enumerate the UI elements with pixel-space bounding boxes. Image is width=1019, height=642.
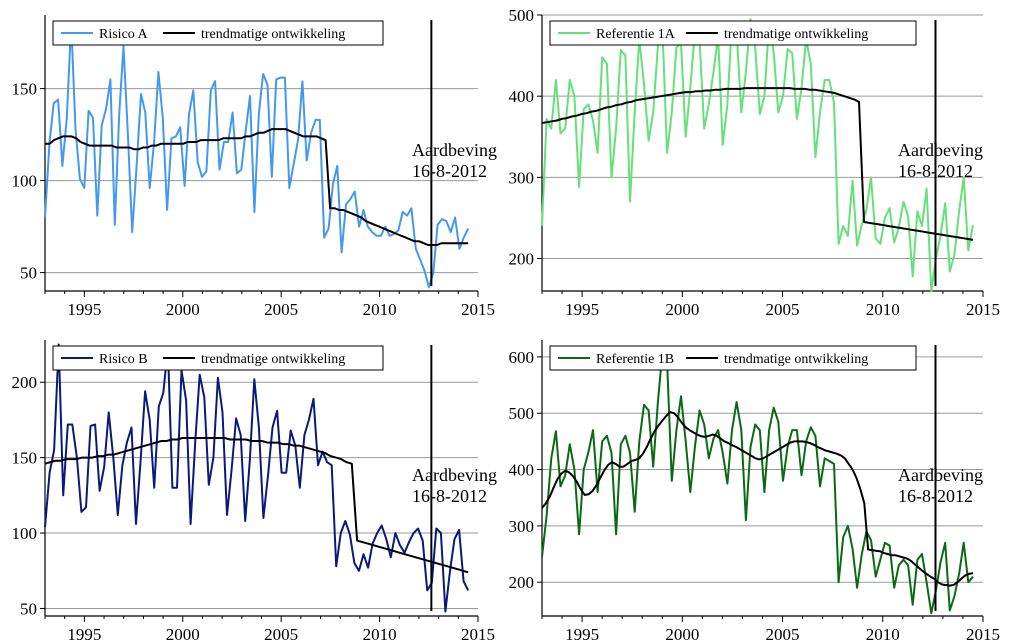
y-tick-label: 300	[509, 168, 535, 187]
x-tick-label: 2000	[665, 300, 699, 319]
x-tick-label: 2000	[166, 300, 200, 319]
legend-box	[549, 20, 917, 46]
legend-label-observed: Risico A	[99, 27, 149, 42]
legend-label-trend: trendmatige ontwikkeling	[724, 27, 868, 42]
legend-box	[549, 345, 917, 371]
y-tick-label: 100	[12, 524, 38, 543]
y-tick-label: 150	[12, 80, 38, 99]
series-line-observed	[44, 21, 470, 289]
x-tick-label: 1995	[565, 625, 599, 642]
legend-label-trend: trendmatige ontwikkeling	[201, 352, 345, 367]
y-tick-label: 50	[20, 599, 37, 618]
x-tick-label: 2010	[363, 300, 397, 319]
x-tick-label: 2010	[866, 300, 900, 319]
legend-label-trend: trendmatige ontwikkeling	[201, 27, 345, 42]
x-tick-label: 1995	[67, 300, 101, 319]
legend-box	[52, 345, 384, 371]
series-line-trend	[45, 128, 469, 246]
y-tick-label: 300	[509, 517, 535, 536]
annotation-label: Aardbeving	[898, 140, 983, 160]
y-tick-label: 200	[509, 250, 535, 269]
y-tick-label: 150	[12, 449, 38, 468]
y-tick-label: 50	[20, 264, 37, 283]
x-tick-label: 1995	[67, 625, 101, 642]
y-tick-label: 500	[509, 6, 535, 25]
legend-label-observed: Referentie 1B	[596, 352, 674, 367]
series-line-observed	[44, 343, 470, 613]
y-tick-label: 200	[12, 373, 38, 392]
x-tick-label: 2010	[363, 625, 397, 642]
x-tick-label: 2005	[264, 625, 298, 642]
legend-label-observed: Referentie 1A	[596, 27, 676, 42]
annotation-date: 16-8-2012	[412, 486, 487, 506]
x-tick-label: 2000	[665, 625, 699, 642]
series-line-trend	[44, 437, 469, 574]
annotation-label: Aardbeving	[412, 140, 497, 160]
y-tick-label: 100	[12, 172, 38, 191]
x-tick-label: 2010	[866, 625, 900, 642]
series-line-trend	[541, 87, 974, 241]
y-tick-label: 600	[509, 348, 535, 367]
x-tick-label: 2005	[766, 300, 800, 319]
legend-label-trend: trendmatige ontwikkeling	[724, 352, 868, 367]
y-tick-label: 200	[509, 573, 535, 592]
x-tick-label: 2015	[461, 300, 495, 319]
annotation-date: 16-8-2012	[898, 161, 973, 181]
x-tick-label: 2015	[461, 625, 495, 642]
y-tick-label: 500	[509, 404, 535, 423]
series-line-trend	[541, 411, 974, 587]
x-tick-label: 2005	[264, 300, 298, 319]
x-tick-label: 2005	[766, 625, 800, 642]
y-tick-label: 400	[509, 461, 535, 480]
series-line-observed	[541, 350, 974, 615]
legend-box	[52, 20, 384, 46]
x-tick-label: 2015	[966, 300, 1000, 319]
legend-label-observed: Risico B	[99, 352, 148, 367]
x-tick-label: 2000	[166, 625, 200, 642]
x-tick-label: 2015	[966, 625, 1000, 642]
x-tick-label: 1995	[565, 300, 599, 319]
y-tick-label: 400	[509, 87, 535, 106]
annotation-date: 16-8-2012	[412, 161, 487, 181]
annotation-label: Aardbeving	[412, 465, 497, 485]
annotation-date: 16-8-2012	[898, 486, 973, 506]
series-line-observed	[541, 18, 974, 292]
annotation-label: Aardbeving	[898, 465, 983, 485]
